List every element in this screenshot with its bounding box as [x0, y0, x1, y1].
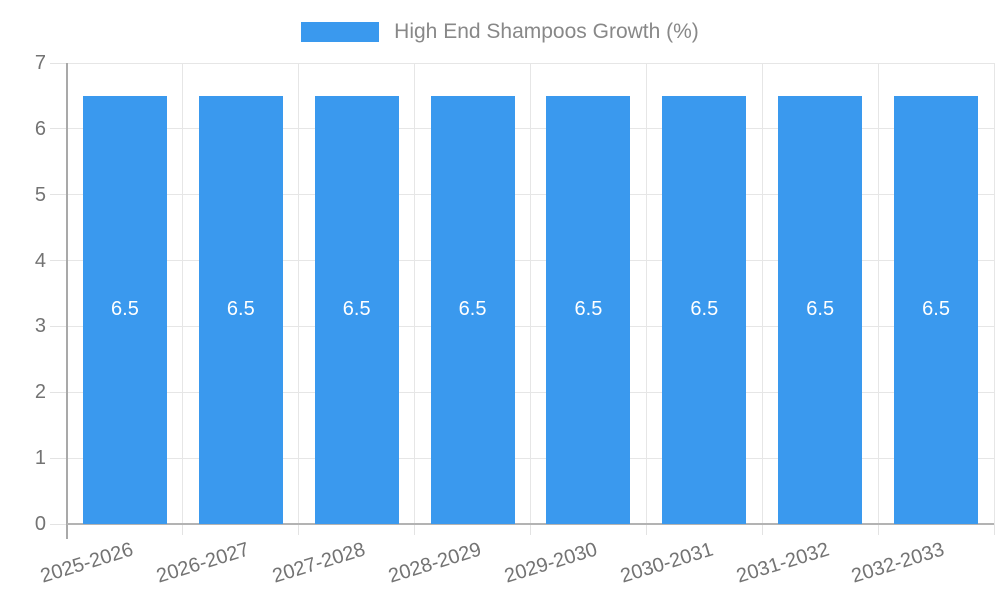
x-tick-label: 2032-2033	[849, 538, 948, 588]
x-gridline	[298, 63, 300, 524]
bar[interactable]: 6.5	[662, 95, 747, 524]
bar-value-label: 6.5	[342, 298, 371, 321]
bar[interactable]: 6.5	[894, 95, 979, 524]
x-tick-label: 2025-2026	[38, 538, 137, 588]
y-tick	[50, 128, 67, 130]
y-tick	[50, 391, 67, 393]
x-tick	[993, 524, 995, 535]
bar[interactable]: 6.5	[778, 95, 863, 524]
y-tick	[50, 62, 67, 64]
x-tick	[414, 524, 416, 535]
x-tick	[761, 524, 763, 535]
x-tick	[877, 524, 879, 535]
x-gridline	[877, 63, 879, 524]
bar-value-label: 6.5	[458, 298, 487, 321]
bar[interactable]: 6.5	[82, 95, 167, 524]
bar-value-label: 6.5	[574, 298, 603, 321]
x-gridline	[530, 63, 531, 524]
bar[interactable]: 6.5	[314, 95, 399, 524]
x-tick	[298, 524, 300, 535]
y-tick-label: 5	[34, 183, 46, 206]
bar-value-label: 6.5	[690, 298, 719, 321]
y-tick-label: 2	[34, 381, 46, 404]
x-tick-label: 2028-2029	[385, 538, 484, 588]
legend-swatch-icon	[301, 22, 380, 42]
y-tick	[50, 194, 67, 196]
y-tick-label: 4	[34, 249, 46, 272]
x-gridline	[182, 63, 184, 524]
bar-value-label: 6.5	[226, 298, 255, 321]
x-gridline	[414, 63, 416, 524]
bar-value-label: 6.5	[806, 298, 835, 321]
y-tick-label: 0	[34, 513, 46, 535]
bar-value-label: 6.5	[111, 298, 139, 321]
x-gridline	[993, 63, 995, 524]
x-tick	[530, 524, 531, 535]
y-tick-label: 7	[34, 52, 46, 74]
bar[interactable]: 6.5	[546, 95, 631, 524]
y-axis-line	[66, 63, 68, 539]
y-tick-label: 3	[34, 315, 46, 338]
x-gridline	[645, 63, 647, 524]
x-axis-line	[67, 523, 994, 525]
x-tick-label: 2029-2030	[501, 538, 600, 588]
y-tick	[50, 260, 67, 262]
x-tick-label: 2026-2027	[154, 538, 253, 588]
y-tick	[50, 457, 67, 459]
y-tick	[50, 523, 67, 525]
x-tick	[182, 524, 184, 535]
x-tick-label: 2027-2028	[269, 538, 368, 588]
bar[interactable]: 6.5	[430, 95, 515, 524]
x-tick	[645, 524, 647, 535]
y-tick-label: 1	[34, 447, 46, 470]
y-tick-label: 6	[34, 117, 46, 140]
x-gridline	[761, 63, 763, 524]
bar-value-label: 6.5	[922, 298, 950, 321]
x-tick-label: 2030-2031	[617, 538, 716, 588]
chart-legend[interactable]: High End Shampoos Growth (%)	[0, 19, 1000, 45]
legend-label: High End Shampoos Growth (%)	[394, 20, 699, 43]
x-tick-label: 2031-2032	[733, 538, 832, 588]
y-tick	[50, 325, 67, 327]
bar[interactable]: 6.5	[198, 95, 283, 524]
